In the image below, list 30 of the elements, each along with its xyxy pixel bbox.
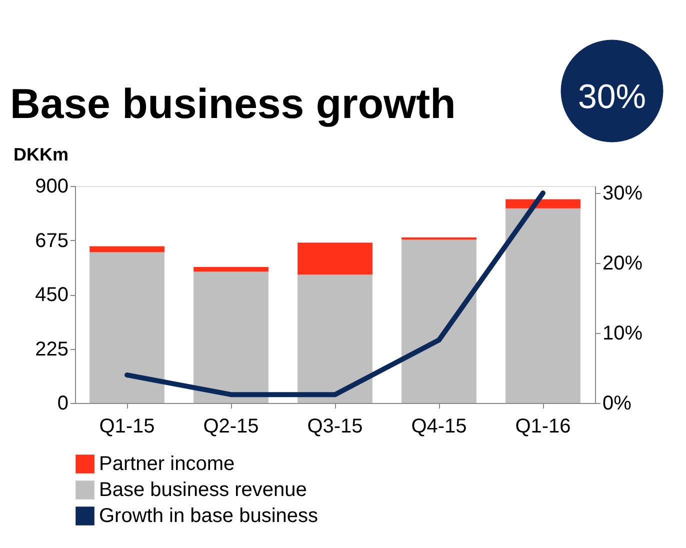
bar (402, 240, 476, 403)
y-axis-title: DKKm (14, 144, 69, 164)
legend-label: Partner income (99, 453, 235, 475)
y-tick-label: 225 (35, 338, 68, 360)
x-tick-label: Q3-15 (307, 416, 363, 438)
y-tick-label: 0 (57, 392, 68, 414)
bar (402, 237, 476, 240)
bar (298, 274, 372, 403)
text: 30% (578, 78, 646, 116)
y2-tick-label: 10% (602, 322, 643, 344)
legend-label: Base business revenue (99, 479, 307, 501)
x-tick-label: Q1-16 (515, 416, 571, 438)
y2-tick-label: 30% (602, 182, 643, 204)
chart-title: Base business growth (10, 80, 456, 127)
bar (506, 199, 580, 208)
bar (194, 267, 268, 272)
bar (506, 208, 580, 403)
y2-tick-label: 0% (602, 392, 632, 414)
x-tick-label: Q2-15 (203, 416, 259, 438)
y2-tick-label: 20% (602, 252, 643, 274)
bar (90, 252, 164, 403)
x-tick-label: Q4-15 (411, 416, 467, 438)
y-tick-label: 450 (35, 284, 68, 306)
bar (90, 246, 164, 252)
y-tick-label: 900 (35, 176, 68, 198)
x-tick-label: Q1-15 (99, 416, 155, 438)
legend-label: Growth in base business (99, 505, 318, 527)
bar (194, 272, 268, 403)
bar (298, 242, 372, 274)
y-tick-label: 675 (35, 230, 68, 252)
